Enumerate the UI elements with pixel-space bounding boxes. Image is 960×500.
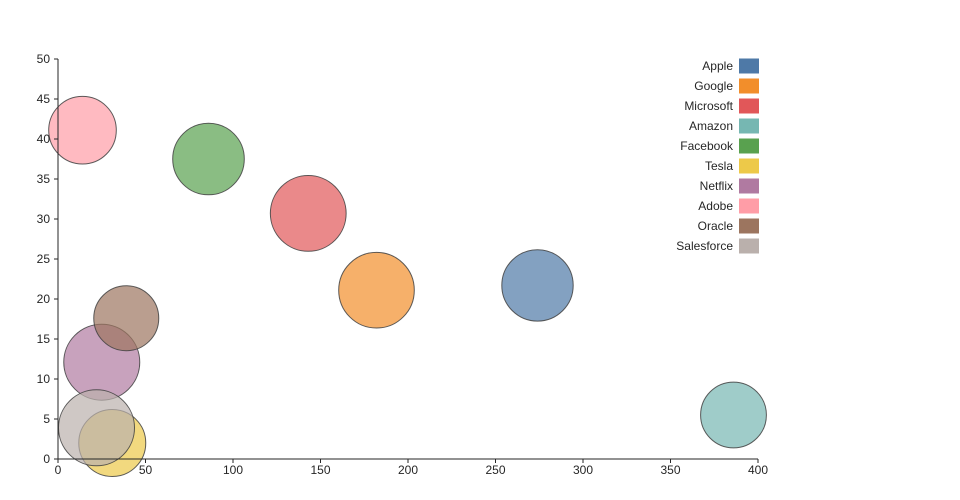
legend-label-amazon: Amazon: [689, 119, 733, 133]
y-tick-label-0: 0: [43, 452, 50, 466]
axes-layer: 0 50 100 150 200 250 300 350 400 0 5 10 15 20 25 30 35 40…: [37, 52, 769, 477]
x-tick-label-300: 300: [573, 463, 593, 477]
legend-item-apple[interactable]: Apple: [702, 58, 759, 74]
legend-item-microsoft[interactable]: Microsoft: [684, 98, 759, 114]
legend-swatch-amazon: [739, 118, 759, 134]
legend-item-google[interactable]: Google: [694, 78, 759, 94]
legend-label-oracle: Oracle: [698, 219, 734, 233]
bubble-amazon: [700, 381, 767, 449]
legend-item-salesforce[interactable]: Salesforce: [676, 238, 759, 254]
y-tick-label-30: 30: [37, 212, 51, 226]
legend-swatch-tesla: [739, 158, 759, 174]
legend-swatch-apple: [739, 58, 759, 74]
x-tick-label-0: 0: [55, 463, 62, 477]
y-tick-label-15: 15: [37, 332, 51, 346]
y-tick-label-20: 20: [37, 292, 51, 306]
legend-label-adobe: Adobe: [698, 199, 733, 213]
y-tick-label-40: 40: [37, 132, 51, 146]
bubble-apple: [501, 249, 574, 322]
bubble-oracle: [93, 285, 160, 352]
legend-swatch-microsoft: [739, 98, 759, 114]
x-tick-label-150: 150: [310, 463, 330, 477]
x-tick-label-350: 350: [660, 463, 680, 477]
legend-swatch-facebook: [739, 138, 759, 154]
legend-label-netflix: Netflix: [700, 179, 733, 193]
legend-item-tesla[interactable]: Tesla: [705, 158, 759, 174]
legend-swatch-oracle: [739, 218, 759, 234]
x-tick-label-50: 50: [139, 463, 153, 477]
legend: Apple Google Microsoft Amazon Facebook Tesla N…: [676, 58, 759, 254]
legend-label-google: Google: [694, 79, 733, 93]
x-tick-label-400: 400: [748, 463, 768, 477]
legend-swatch-adobe: [739, 198, 759, 214]
y-tick-label-35: 35: [37, 172, 51, 186]
legend-label-microsoft: Microsoft: [684, 99, 733, 113]
legend-item-netflix[interactable]: Netflix: [700, 178, 759, 194]
y-tick-label-5: 5: [43, 412, 50, 426]
y-tick-label-50: 50: [37, 52, 51, 66]
bubble-salesforce: [58, 389, 135, 467]
legend-label-tesla: Tesla: [705, 159, 733, 173]
y-tick-label-45: 45: [37, 92, 51, 106]
legend-label-facebook: Facebook: [680, 139, 734, 153]
y-tick-label-25: 25: [37, 252, 51, 266]
legend-swatch-netflix: [739, 178, 759, 194]
bubbles-layer: [48, 95, 767, 477]
x-tick-label-200: 200: [398, 463, 418, 477]
bubble-google: [338, 251, 415, 329]
bubble-adobe: [48, 95, 117, 165]
legend-label-apple: Apple: [702, 59, 733, 73]
legend-label-salesforce: Salesforce: [676, 239, 733, 253]
x-tick-label-100: 100: [223, 463, 243, 477]
y-tick-label-10: 10: [37, 372, 51, 386]
x-tick-label-250: 250: [485, 463, 505, 477]
legend-item-oracle[interactable]: Oracle: [698, 218, 759, 234]
legend-item-adobe[interactable]: Adobe: [698, 198, 759, 214]
legend-item-facebook[interactable]: Facebook: [680, 138, 759, 154]
bubble-microsoft: [269, 175, 347, 252]
legend-item-amazon[interactable]: Amazon: [689, 118, 759, 134]
legend-swatch-google: [739, 78, 759, 94]
bubble-facebook: [172, 122, 245, 196]
legend-swatch-salesforce: [739, 238, 759, 254]
